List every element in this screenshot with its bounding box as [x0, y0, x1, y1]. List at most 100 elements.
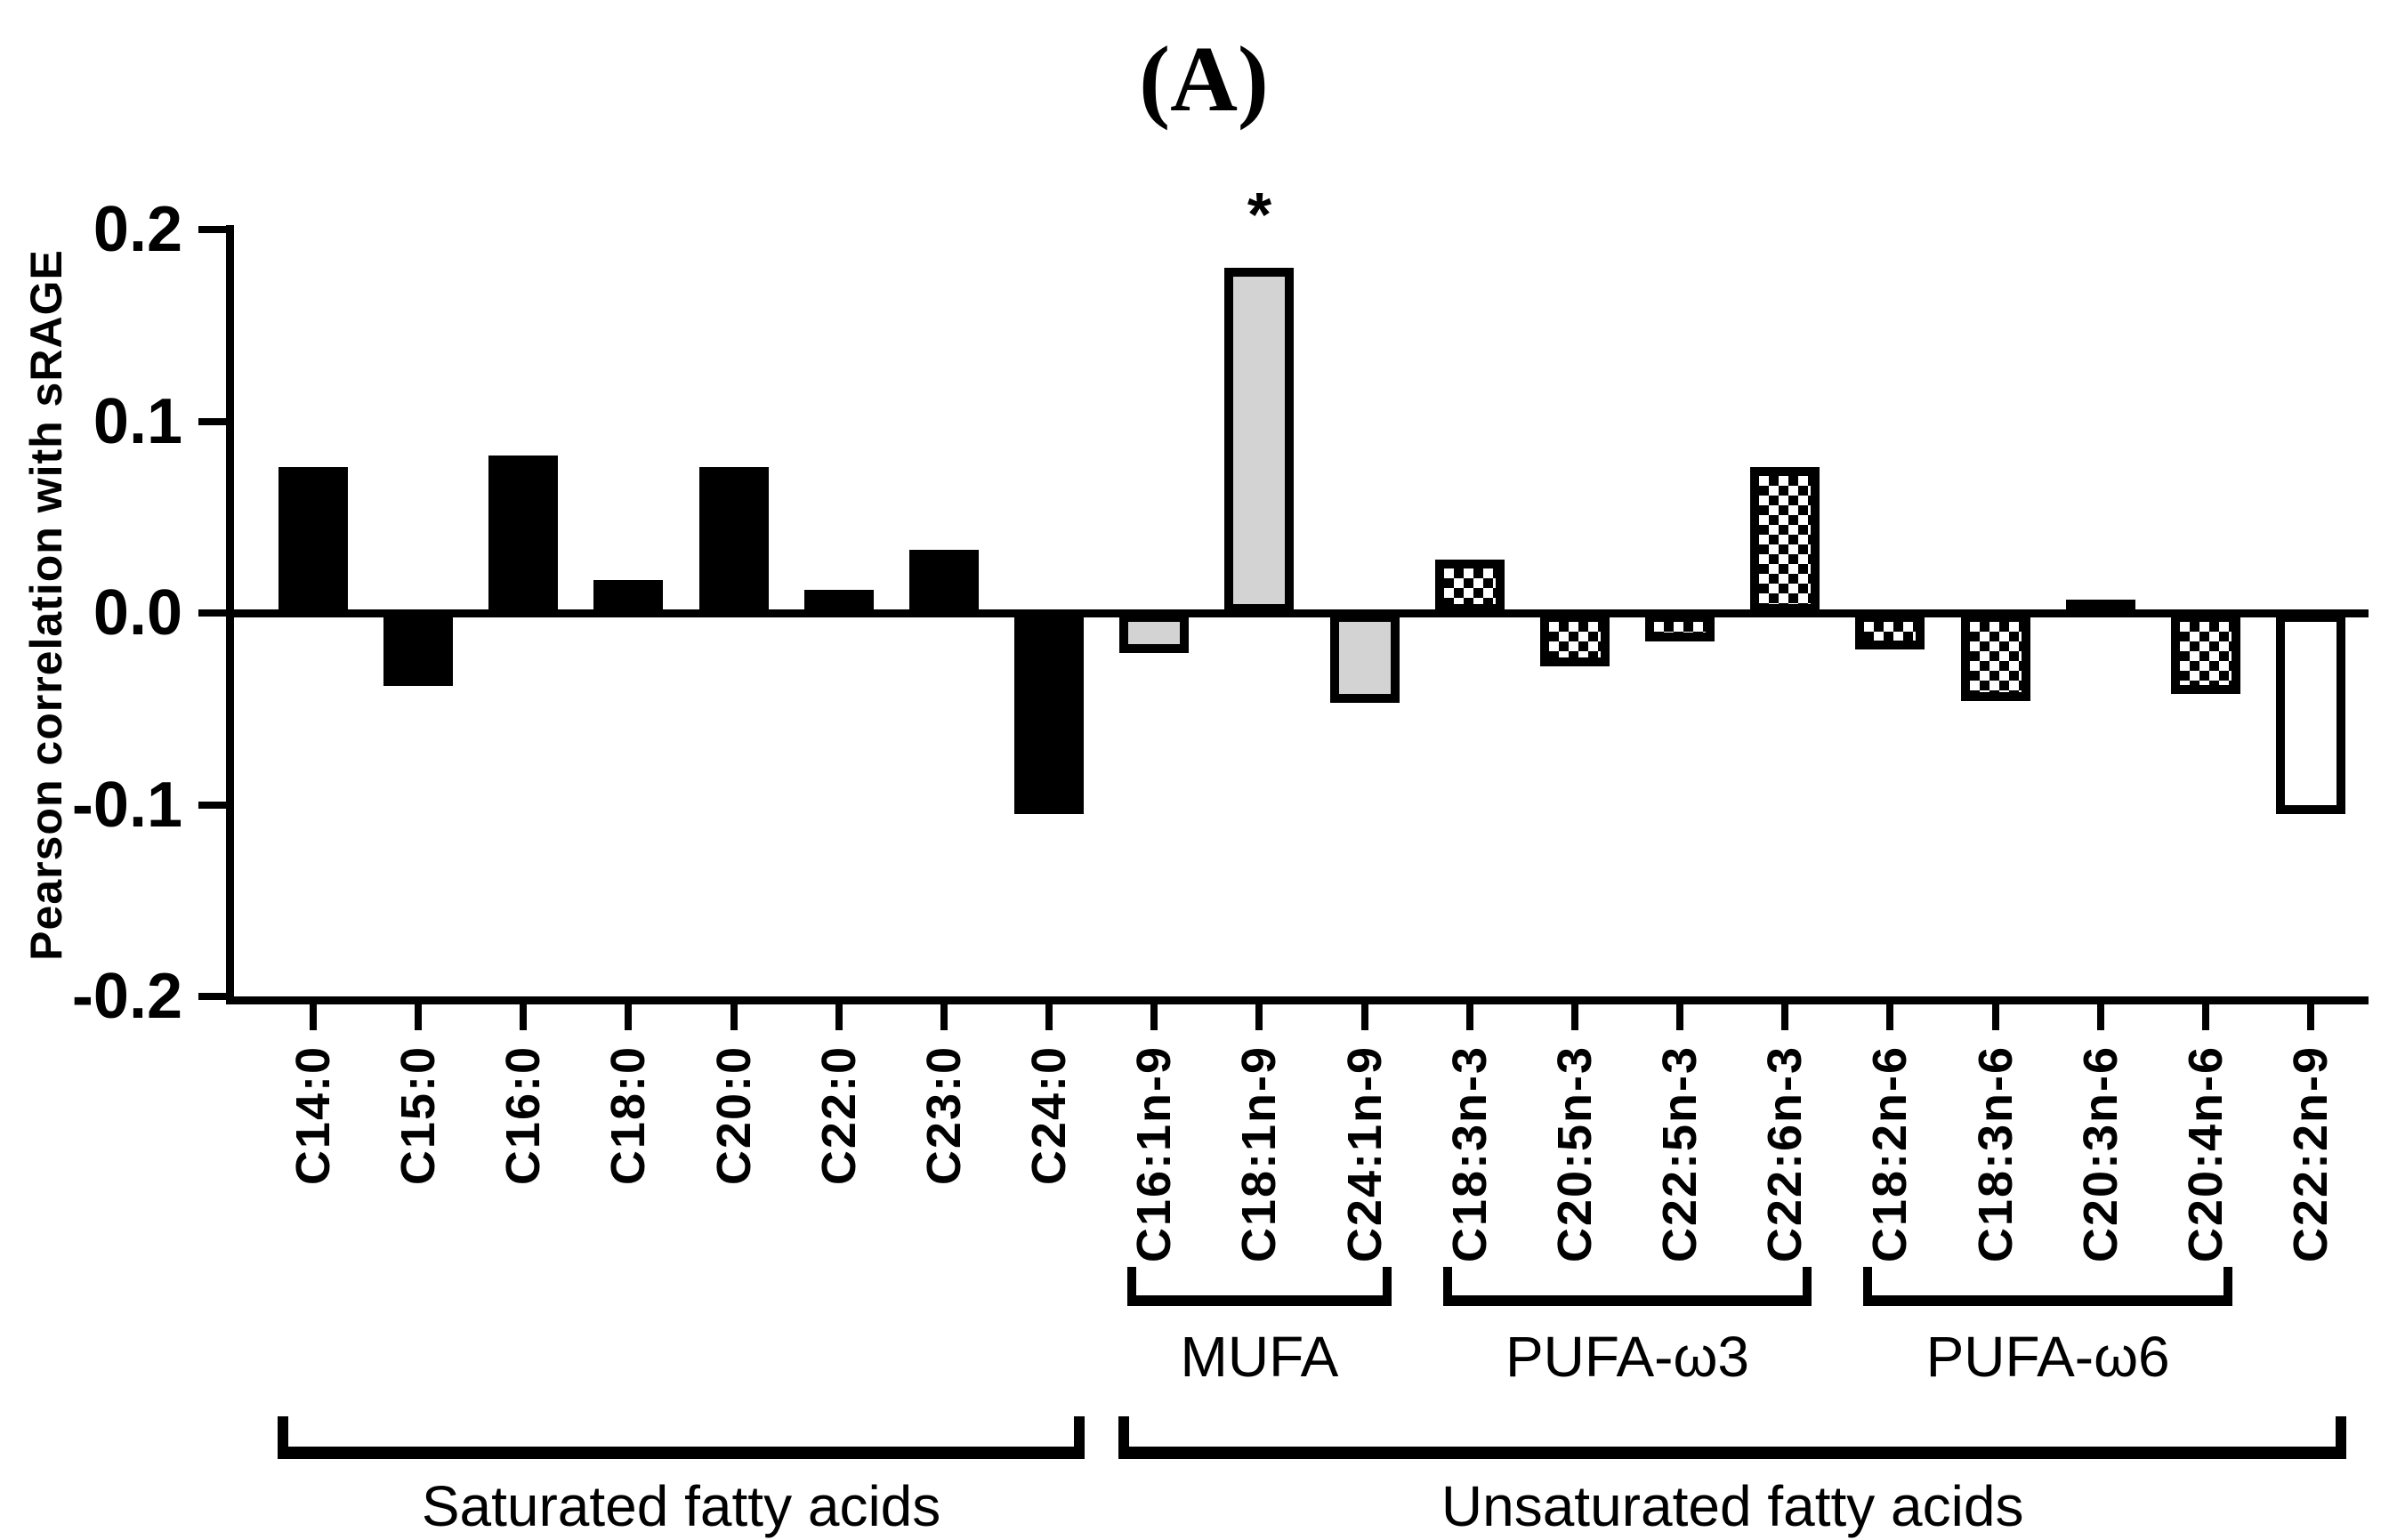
category-label-C24:1n-9-text: C24:1n-9: [1337, 1045, 1392, 1263]
category-label-C22:5n-3-text: C22:5n-3: [1653, 1045, 1707, 1263]
category-label-C22:0: C22:0: [811, 1045, 867, 1185]
category-label-C20:5n-3-text: C20:5n-3: [1547, 1045, 1602, 1263]
category-label-C20:4n-6: C20:4n-6: [2178, 1045, 2233, 1262]
bar-C16:1n-9: [1119, 613, 1190, 654]
category-label-C14:0-text: C14:0: [287, 1045, 340, 1186]
y-tick: [198, 801, 234, 809]
group-label-PUFA-ω6-text: PUFA-ω6: [1925, 1325, 2170, 1389]
category-label-C18:2n-6-text: C18:2n-6: [1863, 1045, 1917, 1263]
significance-star: *: [1247, 179, 1271, 250]
group-label-PUFA-ω3: PUFA-ω3: [1505, 1324, 1749, 1390]
bar-C20:4n-6: [2170, 613, 2240, 694]
y-tick-label: -0.1: [40, 773, 182, 837]
x-tick: [730, 996, 738, 1030]
bar-C22:5n-3: [1645, 613, 1715, 642]
y-tick-label: -0.2: [40, 964, 182, 1028]
significance-star-text: *: [1247, 180, 1272, 250]
x-tick: [2096, 996, 2104, 1030]
y-tick-label-text: -0.1: [71, 769, 182, 841]
bar-C20:0: [698, 467, 769, 613]
category-label-C16:1n-9: C16:1n-9: [1126, 1045, 1182, 1262]
x-axis-line: [226, 996, 2369, 1004]
category-label-C18:0: C18:0: [601, 1045, 656, 1185]
category-label-C18:0-text: C18:0: [601, 1045, 656, 1186]
bar-C15:0: [383, 613, 454, 686]
category-label-C20:3n-6: C20:3n-6: [2073, 1045, 2128, 1262]
category-label-C22:2n-9-text: C22:2n-9: [2284, 1045, 2338, 1263]
category-label-C18:1n-9-text: C18:1n-9: [1232, 1045, 1287, 1263]
x-tick: [520, 996, 528, 1030]
bar-C18:1n-9: [1224, 268, 1295, 613]
supergroup-label-text: Unsaturated fatty acids: [1441, 1474, 2024, 1538]
group-bracket-PUFA-ω3: [1442, 1267, 1812, 1306]
category-label-C18:3n-6-text: C18:3n-6: [1968, 1045, 2022, 1263]
x-tick: [2307, 996, 2315, 1030]
category-label-C20:5n-3: C20:5n-3: [1547, 1045, 1602, 1262]
y-tick-label-text: 0.2: [93, 194, 182, 265]
bar-C18:0: [593, 580, 664, 613]
category-label-C22:5n-3: C22:5n-3: [1652, 1045, 1707, 1262]
y-tick-label: 0.0: [40, 581, 182, 645]
x-tick: [2201, 996, 2209, 1030]
category-label-C18:3n-3: C18:3n-3: [1442, 1045, 1497, 1262]
supergroup-label-text: Saturated fatty acids: [421, 1474, 941, 1538]
category-label-C22:2n-9: C22:2n-9: [2283, 1045, 2338, 1262]
x-tick: [940, 996, 948, 1030]
x-tick: [1360, 996, 1368, 1030]
x-tick: [1886, 996, 1894, 1030]
category-label-C23:0-text: C23:0: [916, 1045, 971, 1186]
category-label-C20:3n-6-text: C20:3n-6: [2073, 1045, 2127, 1263]
category-label-C24:0-text: C24:0: [1022, 1045, 1077, 1186]
category-label-C16:0-text: C16:0: [496, 1045, 551, 1186]
category-label-C22:0-text: C22:0: [811, 1045, 866, 1186]
category-label-C22:6n-3-text: C22:6n-3: [1758, 1045, 1812, 1263]
chart-title: (A): [1139, 27, 1269, 131]
x-tick: [1676, 996, 1684, 1030]
category-label-C15:0: C15:0: [391, 1045, 446, 1185]
category-label-C20:4n-6-text: C20:4n-6: [2178, 1045, 2232, 1263]
group-label-PUFA-ω6: PUFA-ω6: [1926, 1324, 2170, 1390]
category-label-C18:1n-9: C18:1n-9: [1231, 1045, 1287, 1262]
category-label-C18:2n-6: C18:2n-6: [1862, 1045, 1917, 1262]
bar-C18:3n-3: [1434, 559, 1505, 613]
bar-C24:0: [1014, 613, 1085, 815]
x-tick: [835, 996, 843, 1030]
category-label-C15:0-text: C15:0: [391, 1045, 446, 1186]
bar-C22:6n-3: [1750, 467, 1820, 613]
bar-C22:0: [803, 590, 874, 613]
x-tick: [1781, 996, 1789, 1030]
x-tick: [415, 996, 423, 1030]
supergroup-label: Saturated fatty acids: [422, 1473, 940, 1539]
category-label-C23:0: C23:0: [916, 1045, 972, 1185]
bar-C14:0: [278, 467, 348, 613]
y-tick: [198, 993, 234, 1000]
category-label-C16:1n-9-text: C16:1n-9: [1127, 1045, 1182, 1263]
category-label-C14:0: C14:0: [286, 1045, 341, 1185]
y-tick-label-text: 0.1: [93, 385, 182, 457]
category-label-C18:3n-6: C18:3n-6: [1968, 1045, 2023, 1262]
x-tick: [1465, 996, 1473, 1030]
y-tick-label: 0.2: [40, 198, 182, 262]
bar-C20:5n-3: [1539, 613, 1610, 667]
supergroup-bracket: [278, 1416, 1086, 1459]
category-label-C22:6n-3: C22:6n-3: [1757, 1045, 1812, 1262]
y-tick: [198, 417, 234, 425]
category-label-C24:0: C24:0: [1021, 1045, 1077, 1185]
group-label-PUFA-ω3-text: PUFA-ω3: [1505, 1325, 1750, 1389]
y-tick-label: 0.1: [40, 390, 182, 454]
x-tick: [1045, 996, 1053, 1030]
bar-C16:0: [488, 456, 559, 613]
x-tick: [1255, 996, 1263, 1030]
category-label-C20:0-text: C20:0: [706, 1045, 761, 1186]
group-bracket-MUFA: [1127, 1267, 1392, 1306]
x-tick: [310, 996, 317, 1030]
x-tick: [625, 996, 633, 1030]
category-label-C18:3n-3-text: C18:3n-3: [1442, 1045, 1497, 1263]
bar-C23:0: [908, 549, 979, 613]
x-tick: [1991, 996, 1999, 1030]
zero-baseline: [226, 609, 2369, 617]
group-bracket-PUFA-ω6: [1863, 1267, 2232, 1306]
category-label-C20:0: C20:0: [706, 1045, 762, 1185]
x-tick: [1570, 996, 1578, 1030]
